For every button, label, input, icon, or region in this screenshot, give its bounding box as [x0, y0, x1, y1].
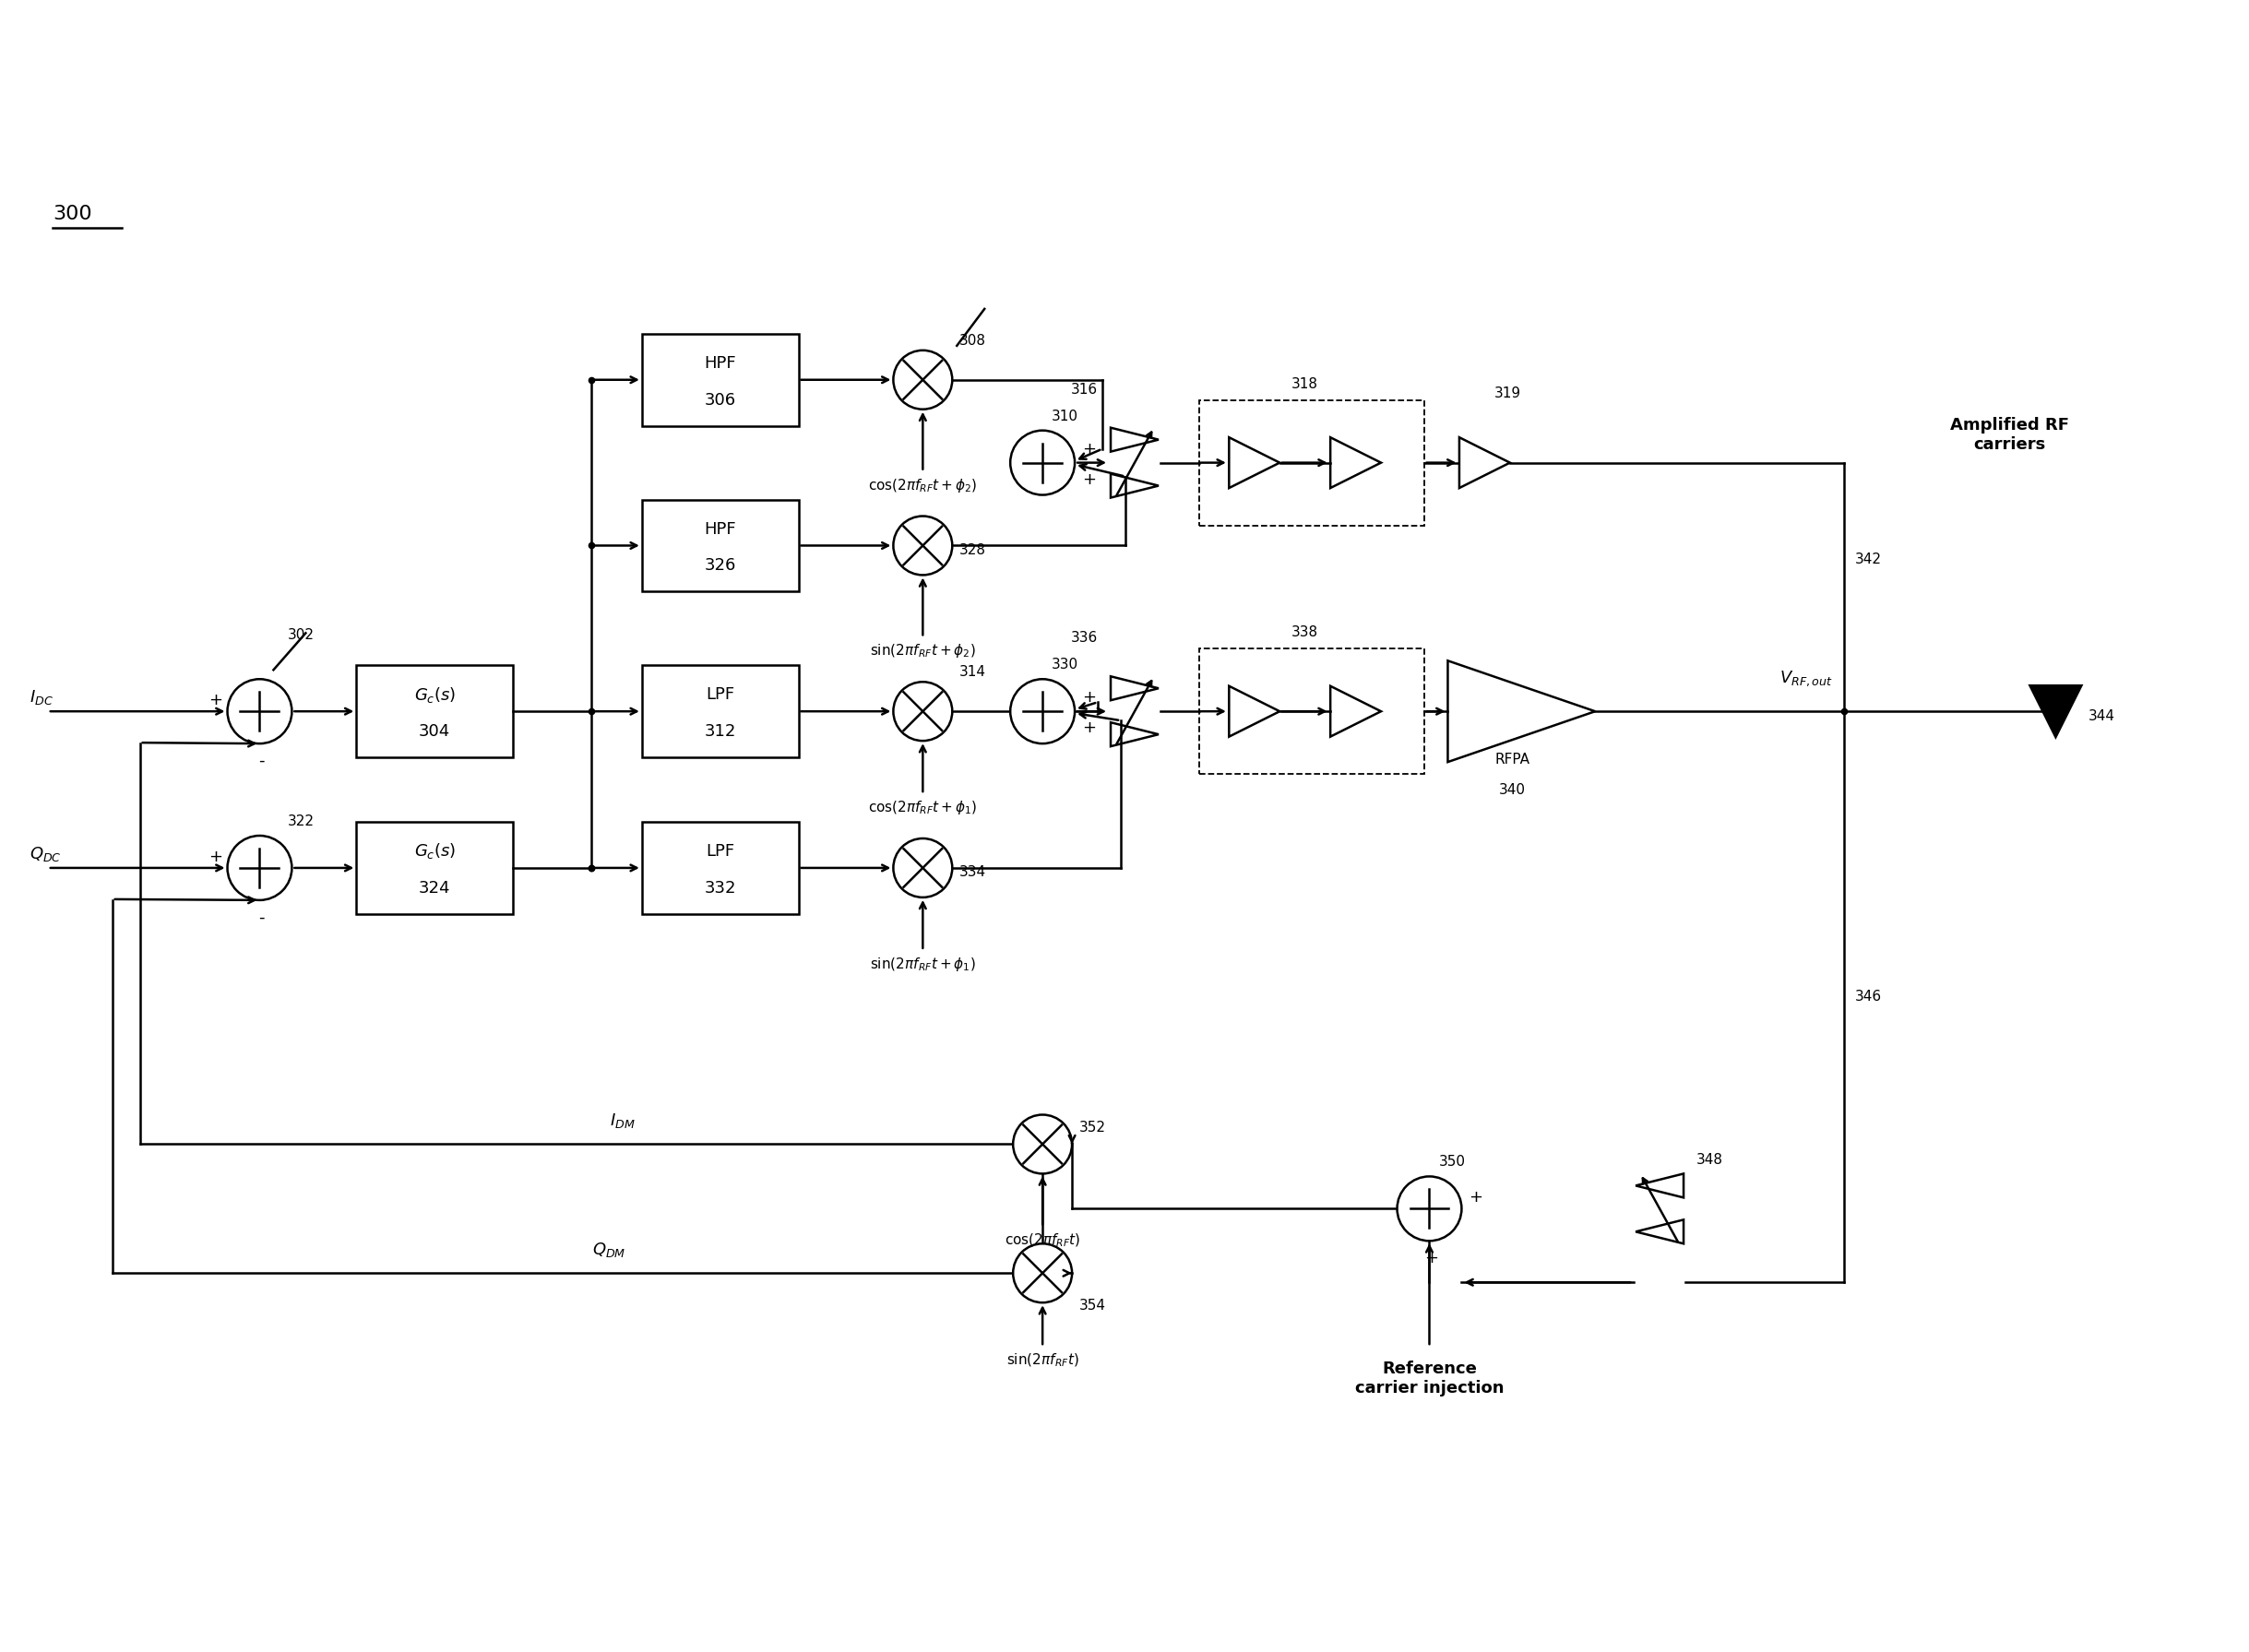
- Text: LPF: LPF: [706, 687, 735, 704]
- Text: 314: 314: [960, 666, 987, 679]
- Circle shape: [1010, 431, 1075, 496]
- Text: 319: 319: [1493, 387, 1520, 400]
- Text: $\cos(2\pi f_{RF}t+\phi_1)$: $\cos(2\pi f_{RF}t+\phi_1)$: [868, 800, 978, 816]
- Circle shape: [227, 679, 292, 743]
- Text: +: +: [1424, 1251, 1437, 1267]
- Text: $I_{DC}$: $I_{DC}$: [29, 689, 54, 707]
- Text: 342: 342: [1855, 552, 1882, 567]
- Bar: [355, 821, 513, 914]
- Text: RFPA: RFPA: [1496, 753, 1529, 767]
- Text: +: +: [209, 849, 223, 866]
- Text: $G_c(s)$: $G_c(s)$: [414, 841, 457, 861]
- Text: HPF: HPF: [704, 520, 735, 537]
- Text: $\sin(2\pi f_{RF}t+\phi_2)$: $\sin(2\pi f_{RF}t+\phi_2)$: [870, 643, 976, 659]
- Text: 350: 350: [1439, 1155, 1466, 1170]
- Circle shape: [893, 350, 951, 410]
- Text: 334: 334: [960, 866, 987, 879]
- Text: $V_{RF,out}$: $V_{RF,out}$: [1779, 669, 1833, 689]
- Circle shape: [1397, 1176, 1462, 1241]
- Text: $\cos(2\pi f_{RF}t+\phi_2)$: $\cos(2\pi f_{RF}t+\phi_2)$: [868, 476, 978, 494]
- Text: $Q_{DC}$: $Q_{DC}$: [29, 844, 61, 864]
- Text: 340: 340: [1498, 783, 1525, 796]
- Text: 310: 310: [1053, 410, 1080, 423]
- Bar: [641, 499, 798, 591]
- Text: 328: 328: [960, 544, 987, 557]
- Text: $\sin(2\pi f_{RF}t+\phi_1)$: $\sin(2\pi f_{RF}t+\phi_1)$: [870, 955, 976, 973]
- Text: 306: 306: [704, 392, 735, 408]
- Circle shape: [1012, 1115, 1073, 1173]
- Text: LPF: LPF: [706, 843, 735, 859]
- Text: -: -: [259, 909, 265, 927]
- Text: Reference
carrier injection: Reference carrier injection: [1354, 1361, 1505, 1396]
- Text: 300: 300: [52, 205, 92, 223]
- Text: $I_{DM}$: $I_{DM}$: [609, 1112, 634, 1130]
- Bar: [1199, 400, 1426, 525]
- Text: +: +: [1082, 441, 1095, 458]
- Bar: [1199, 649, 1426, 775]
- Text: 312: 312: [704, 724, 735, 740]
- Text: 338: 338: [1291, 626, 1318, 639]
- Text: 336: 336: [1071, 631, 1098, 644]
- Circle shape: [893, 682, 951, 740]
- Text: +: +: [1082, 689, 1095, 705]
- Text: $G_c(s)$: $G_c(s)$: [414, 686, 457, 704]
- Text: 316: 316: [1071, 383, 1098, 396]
- Text: +: +: [209, 692, 223, 709]
- Text: $Q_{DM}$: $Q_{DM}$: [591, 1241, 625, 1259]
- Bar: [355, 666, 513, 757]
- Circle shape: [893, 515, 951, 575]
- Text: 352: 352: [1080, 1122, 1107, 1135]
- Text: 326: 326: [704, 557, 735, 575]
- Text: -: -: [259, 753, 265, 770]
- Text: 354: 354: [1080, 1298, 1107, 1312]
- Text: +: +: [1082, 720, 1095, 737]
- Text: 330: 330: [1053, 657, 1080, 672]
- Text: Amplified RF
carriers: Amplified RF carriers: [1950, 418, 2069, 453]
- Text: +: +: [1469, 1189, 1482, 1206]
- Bar: [641, 334, 798, 426]
- Text: 322: 322: [288, 814, 315, 828]
- Text: +: +: [1082, 471, 1095, 487]
- Text: 344: 344: [2087, 709, 2114, 724]
- Circle shape: [1010, 679, 1075, 743]
- Text: 324: 324: [418, 881, 450, 897]
- Text: 308: 308: [960, 334, 987, 347]
- Text: 332: 332: [704, 881, 735, 897]
- Bar: [641, 821, 798, 914]
- Text: HPF: HPF: [704, 355, 735, 372]
- Circle shape: [893, 839, 951, 897]
- Polygon shape: [2031, 686, 2083, 737]
- Text: 302: 302: [288, 628, 315, 643]
- Circle shape: [227, 836, 292, 900]
- Text: 348: 348: [1696, 1153, 1723, 1168]
- Text: 304: 304: [418, 724, 450, 740]
- Text: 346: 346: [1855, 990, 1882, 1004]
- Bar: [641, 666, 798, 757]
- Text: 318: 318: [1291, 377, 1318, 392]
- Circle shape: [1012, 1244, 1073, 1302]
- Text: $\sin(2\pi f_{RF}t)$: $\sin(2\pi f_{RF}t)$: [1005, 1351, 1080, 1368]
- Text: $\cos(2\pi f_{RF}t)$: $\cos(2\pi f_{RF}t)$: [1005, 1232, 1080, 1249]
